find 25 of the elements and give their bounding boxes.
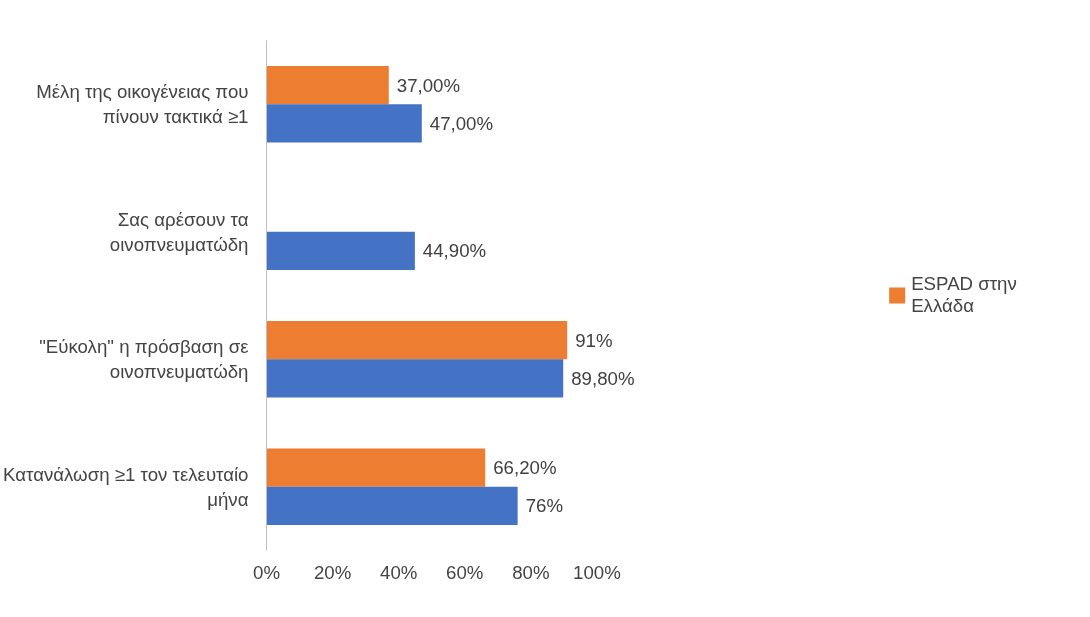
y-tick-label: Σας αρέσουν τα οινοπνευματώδη — [109, 208, 249, 255]
bar — [266, 321, 568, 360]
data-label: 66,20% — [493, 457, 557, 479]
data-label: 47,00% — [429, 112, 494, 134]
x-tick-label: 100% — [573, 561, 621, 583]
y-tick-label: "Εύκολη" η πρόσβαση σε οινοπνευματώδη — [39, 336, 249, 383]
bar — [266, 486, 518, 525]
data-label: 76% — [525, 495, 563, 517]
bar — [266, 104, 422, 143]
data-label: 44,90% — [422, 240, 487, 262]
y-tick-label: Κατανάλωση ≥1 τον τελευταίο μήνα — [3, 463, 249, 510]
bar — [266, 66, 389, 105]
x-tick-label: 80% — [512, 561, 550, 583]
x-tick-label: 60% — [446, 561, 484, 583]
bar — [266, 231, 415, 270]
bar — [266, 359, 564, 398]
x-tick-label: 0% — [253, 561, 280, 583]
y-tick-label: Μέλη της οικογένειας που πίνουν τακτικά ≥1 — [36, 81, 249, 128]
legend-label: ESPAD στην Ελλάδα — [911, 273, 1017, 317]
data-label: 37,00% — [396, 74, 461, 96]
bar — [266, 448, 486, 487]
data-label: 89,80% — [571, 367, 635, 389]
data-label: 91% — [575, 329, 613, 351]
x-tick-label: 20% — [313, 561, 352, 583]
x-tick-label: 40% — [380, 561, 418, 583]
